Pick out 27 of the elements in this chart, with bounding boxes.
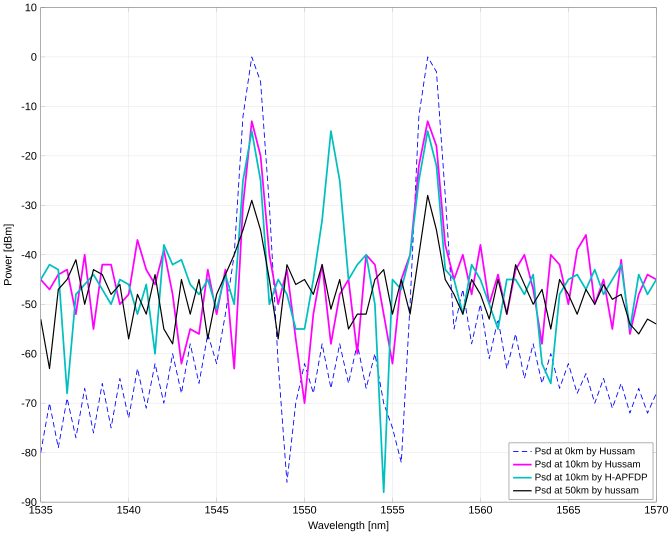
legend-label: Psd at 0km by Hussam [535, 447, 634, 456]
y-tick-label: -40 [22, 251, 36, 259]
y-tick-label: -30 [22, 202, 36, 210]
legend-label: Psd at 10km by Hussam [535, 460, 640, 470]
line-series [40, 120, 656, 404]
y-tick-label: -70 [22, 399, 36, 408]
y-tick-label: 0 [31, 53, 36, 61]
x-tick-label: 1535 [29, 506, 52, 514]
y-tick-label: 10 [26, 4, 36, 12]
y-tick-label: -10 [22, 102, 36, 110]
x-tick-label: 1550 [293, 506, 316, 514]
x-tick-label: 1540 [117, 506, 140, 514]
x-axis-title: Wavelength [nm] [308, 521, 388, 532]
x-tick-label: 1545 [205, 506, 228, 514]
x-tick-label: 1555 [381, 506, 404, 514]
x-tick-label: 1560 [469, 506, 492, 514]
x-tick-label: 1565 [557, 506, 580, 514]
y-tick-label: -50 [22, 300, 36, 308]
line-series [40, 56, 656, 483]
legend-label: Psd at 10km by H-APFDP [535, 473, 648, 483]
y-axis-title: Power [dBm] [4, 224, 14, 286]
y-tick-label: -90 [22, 498, 36, 506]
y-tick-label: -60 [22, 350, 36, 358]
y-tick-label: -20 [22, 152, 36, 160]
legend-label: Psd at 50km by hussam [535, 486, 638, 496]
x-tick-label: 1570 [645, 506, 668, 514]
y-tick-label: -80 [22, 448, 36, 457]
